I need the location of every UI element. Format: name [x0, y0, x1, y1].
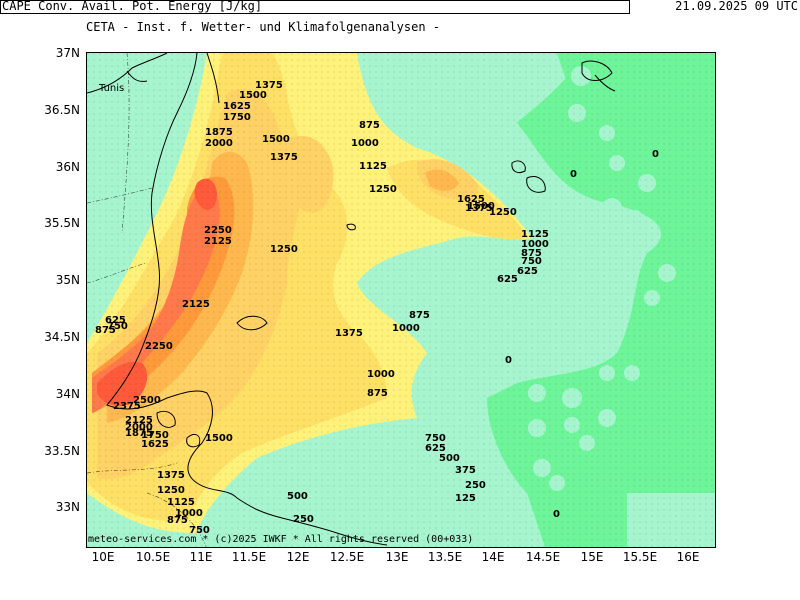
contour-label: 1750 — [223, 112, 251, 123]
contour-label: 875 — [367, 388, 388, 399]
contour-label: 750 — [521, 256, 542, 267]
contour-label: 1875 — [205, 127, 233, 138]
lat-label: 34.5N — [44, 330, 80, 344]
contour-label: 500 — [287, 491, 308, 502]
lon-label: 13E — [385, 550, 409, 564]
lat-label: 35N — [55, 273, 80, 287]
contour-label: 1000 — [367, 369, 395, 380]
contour-label: 1000 — [175, 508, 203, 519]
map-frame: 1375 1500 1625 1750 1875 2000 1500 1375 875 1000 1… — [86, 52, 716, 548]
lat-label: 33N — [55, 500, 80, 514]
lat-label: 36.5N — [44, 103, 80, 117]
contour-label: 1250 — [157, 485, 185, 496]
contour-label: 1125 — [359, 161, 387, 172]
contour-label: 1125 — [521, 229, 549, 240]
contour-dots — [87, 53, 715, 547]
contour-label: 875 — [359, 120, 380, 131]
parameter-label: CAPE Conv. Avail. Pot. Energy [J/kg] — [2, 0, 263, 13]
lon-label: 14.5E — [525, 550, 561, 564]
contour-label: 2125 — [204, 236, 232, 247]
contour-label: 1875 — [125, 428, 153, 439]
lon-label: 16E — [676, 550, 700, 564]
contour-label: 1500 — [262, 134, 290, 145]
contour-label: 2125 — [182, 299, 210, 310]
contour-label: 2000 — [205, 138, 233, 149]
contour-label: 2375 — [113, 401, 141, 412]
contour-label: 2250 — [204, 225, 232, 236]
contour-label: 250 — [293, 514, 314, 525]
contour-label: 500 — [439, 453, 460, 464]
contour-label: 375 — [455, 465, 476, 476]
contour-label: 2000 — [125, 422, 153, 433]
contour-label: 1250 — [270, 244, 298, 255]
borders — [87, 53, 207, 547]
contour-label: 2250 — [145, 341, 173, 352]
contour-label: 125 — [455, 493, 476, 504]
contour-label: 1625 — [223, 101, 251, 112]
contour-label: 0 — [652, 149, 659, 160]
contour-label: 625 — [425, 443, 446, 454]
lon-label: 15E — [580, 550, 604, 564]
lon-label: 14E — [481, 550, 505, 564]
lon-label: 13.5E — [427, 550, 463, 564]
lon-label: 12E — [286, 550, 310, 564]
contour-label: 0 — [570, 169, 577, 180]
lon-label: 12.5E — [329, 550, 365, 564]
contour-label: 875 — [521, 248, 542, 259]
contour-label: 625 — [105, 315, 126, 326]
contour-label: 1000 — [521, 239, 549, 250]
chart-title: CETA - Inst. f. Wetter- und Klimafolgena… — [86, 20, 441, 34]
contour-label: 2500 — [133, 395, 161, 406]
contour-label: 875 — [409, 310, 430, 321]
contour-label: 625 — [517, 266, 538, 277]
contour-label: 1750 — [141, 430, 169, 441]
lon-label: 15.5E — [622, 550, 658, 564]
contour-label: 1625 — [141, 439, 169, 450]
chart-subtitle-bar: CAPE Conv. Avail. Pot. Energy [J/kg] 21.… — [0, 0, 798, 14]
contour-label: 1500 — [467, 201, 495, 212]
contour-label: 0 — [505, 355, 512, 366]
contour-label: 1500 — [239, 90, 267, 101]
lat-label: 36N — [55, 160, 80, 174]
contour-label: 1250 — [369, 184, 397, 195]
contour-label: 1625 — [457, 194, 485, 205]
contour-label: 1375 — [335, 328, 363, 339]
copyright-footer: meteo-services.com * (c)2025 IWKF * All … — [88, 534, 474, 545]
contour-label: 0 — [553, 509, 560, 520]
lat-label: 33.5N — [44, 444, 80, 458]
contour-label: 1000 — [392, 323, 420, 334]
contour-label: 750 — [425, 433, 446, 444]
lon-label: 11.5E — [231, 550, 267, 564]
lon-label: 10E — [91, 550, 115, 564]
contour-label: 1375 — [255, 80, 283, 91]
contour-label: 625 — [497, 274, 518, 285]
place-label-tunis: Tunis — [99, 83, 125, 94]
contour-label: 1250 — [489, 207, 517, 218]
lon-label: 11E — [189, 550, 213, 564]
valid-time: 21.09.2025 09 UTC — [675, 0, 798, 13]
contour-label: 250 — [465, 480, 486, 491]
lon-label: 10.5E — [135, 550, 171, 564]
contour-label: 1375 — [270, 152, 298, 163]
contour-label: 875 — [95, 325, 116, 336]
contour-label: 1500 — [205, 433, 233, 444]
contour-label: 1375 — [465, 203, 493, 214]
contour-label: 750 — [189, 525, 210, 536]
contour-label: 1375 — [157, 470, 185, 481]
lat-label: 35.5N — [44, 216, 80, 230]
contour-label: 1000 — [351, 138, 379, 149]
contour-label: 1125 — [167, 497, 195, 508]
contour-label: 2125 — [125, 415, 153, 426]
coastlines — [87, 53, 616, 546]
lat-label: 34N — [55, 387, 80, 401]
contour-label: 875 — [167, 515, 188, 526]
contour-label: 750 — [107, 321, 128, 332]
lat-label: 37N — [55, 46, 80, 60]
